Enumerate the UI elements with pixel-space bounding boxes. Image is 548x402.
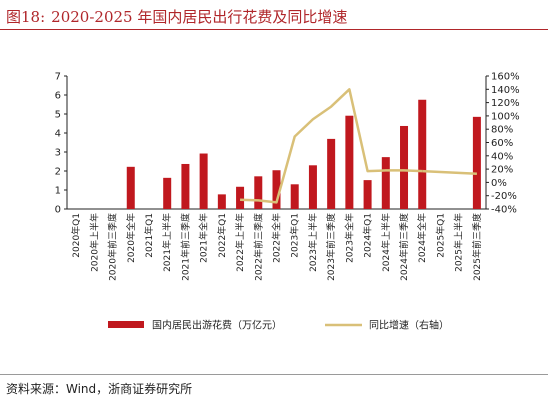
bar bbox=[327, 138, 336, 209]
category-label: 2020年前三季度 bbox=[107, 213, 119, 281]
bar bbox=[381, 157, 390, 209]
left-axis-tick-label: 3 bbox=[55, 148, 61, 159]
bar bbox=[308, 165, 317, 209]
left-axis-tick-label: 4 bbox=[55, 129, 61, 140]
category-label: 2020年全年 bbox=[125, 213, 137, 263]
bar bbox=[181, 163, 190, 209]
category-label: 2023年Q1 bbox=[289, 213, 301, 258]
right-axis-tick-label: 160% bbox=[491, 72, 520, 83]
right-axis-tick-label: 40% bbox=[491, 151, 513, 162]
category-label: 2025年Q1 bbox=[434, 213, 446, 258]
category-label: 2022年上半年 bbox=[234, 213, 246, 272]
right-axis-tick-label: 100% bbox=[491, 111, 520, 122]
bar bbox=[126, 166, 135, 209]
category-label: 2024年上半年 bbox=[380, 213, 392, 272]
category-label: 2021年上半年 bbox=[161, 213, 173, 272]
right-axis-tick-label: 80% bbox=[491, 125, 513, 136]
category-label: 2020年Q1 bbox=[70, 213, 82, 258]
left-axis-tick-label: 7 bbox=[55, 72, 61, 83]
category-label: 2022年前三季度 bbox=[252, 213, 264, 281]
legend-bar-label: 国内居民出游花费（万亿元） bbox=[152, 319, 282, 332]
bar bbox=[163, 177, 172, 209]
left-axis-tick-label: 0 bbox=[55, 205, 61, 216]
category-label: 2023年上半年 bbox=[307, 213, 319, 272]
bar bbox=[217, 194, 226, 209]
left-axis-tick-label: 6 bbox=[55, 91, 61, 102]
category-label: 2020年上半年 bbox=[88, 213, 100, 272]
title-divider bbox=[0, 29, 548, 30]
bar bbox=[199, 153, 208, 209]
category-label: 2021年前三季度 bbox=[179, 213, 191, 281]
left-axis-tick-label: 2 bbox=[55, 167, 61, 178]
figure-title-text: 2020-2025 年国内居民出行花费及同比增速 bbox=[51, 8, 348, 26]
category-label: 2023年前三季度 bbox=[325, 213, 337, 281]
left-axis-tick-label: 5 bbox=[55, 110, 61, 121]
category-label: 2025年前三季度 bbox=[471, 213, 483, 281]
line-series-bridge bbox=[422, 169, 477, 176]
figure-label: 图18: bbox=[6, 8, 46, 26]
bar bbox=[418, 99, 427, 209]
category-label: 2025年上半年 bbox=[453, 213, 465, 272]
right-axis-tick-label: -20% bbox=[491, 191, 517, 202]
category-label: 2024年前三季度 bbox=[398, 213, 410, 281]
right-axis-tick-label: 140% bbox=[491, 85, 520, 96]
category-label: 2024年Q1 bbox=[362, 213, 374, 258]
bar bbox=[254, 176, 263, 209]
right-axis-tick-label: 20% bbox=[491, 165, 513, 176]
bar bbox=[236, 186, 245, 209]
bar bbox=[472, 116, 481, 209]
legend-bar-swatch bbox=[108, 321, 144, 328]
right-axis-tick-label: 60% bbox=[491, 138, 513, 149]
bar bbox=[400, 125, 409, 209]
source-note: 资料来源：Wind，浙商证券研究所 bbox=[6, 382, 193, 396]
bar bbox=[290, 184, 299, 209]
bar bbox=[345, 115, 354, 209]
left-axis-tick-label: 1 bbox=[55, 186, 61, 197]
category-label: 2021年Q1 bbox=[143, 213, 155, 258]
figure-title: 图18: 2020-2025 年国内居民出行花费及同比增速 bbox=[6, 6, 347, 27]
source-divider bbox=[0, 374, 548, 375]
category-label: 2022年全年 bbox=[271, 213, 283, 263]
right-axis-tick-label: 120% bbox=[491, 98, 520, 109]
right-axis-tick-label: 0% bbox=[491, 178, 507, 189]
category-label: 2024年全年 bbox=[416, 213, 428, 263]
bar bbox=[363, 180, 372, 209]
legend-line-label: 同比增速（右轴） bbox=[369, 319, 449, 332]
line-series bbox=[240, 88, 423, 204]
category-label: 2023年全年 bbox=[343, 213, 355, 263]
bar bbox=[272, 170, 281, 209]
right-axis-tick-label: -40% bbox=[491, 205, 517, 216]
category-label: 2021年全年 bbox=[198, 213, 210, 263]
category-label: 2022年Q1 bbox=[216, 213, 228, 258]
